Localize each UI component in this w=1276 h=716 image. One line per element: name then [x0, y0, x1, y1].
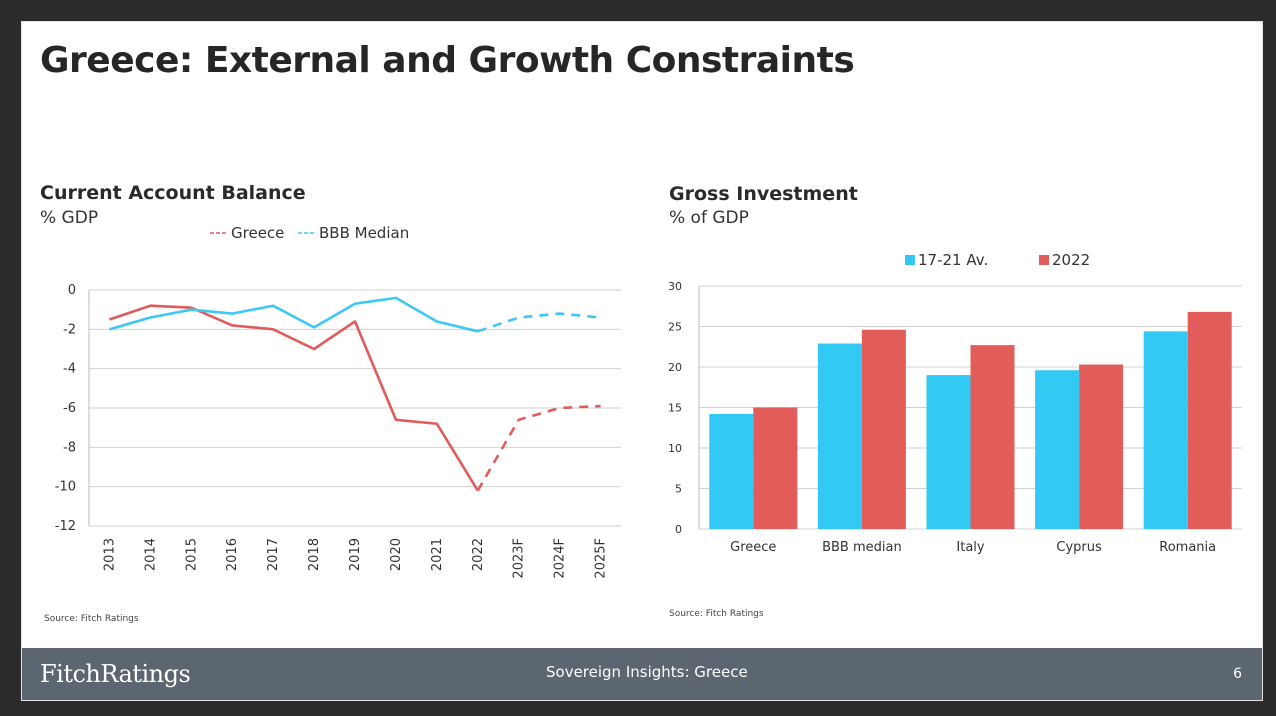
gi-ytick-label: 20 — [668, 361, 682, 374]
gi-bar — [1035, 370, 1080, 529]
fitch-ratings-logo: FitchRatings — [40, 660, 191, 688]
ca-chart-title: Current Account Balance — [40, 182, 306, 204]
ca-legend-label: BBB Median — [319, 224, 409, 242]
gi-legend-swatch — [905, 255, 915, 265]
gi-bar — [926, 375, 971, 529]
gi-bar — [1187, 311, 1232, 529]
ca-ytick-label: -4 — [63, 362, 76, 377]
gi-chart-subtitle: % of GDP — [669, 208, 749, 228]
gi-bar — [970, 345, 1015, 529]
ca-ytick-label: -10 — [55, 480, 76, 495]
ca-legend-label: Greece — [231, 224, 284, 242]
ca-chart-subtitle: % GDP — [40, 208, 99, 228]
ca-xtick-label: 2015 — [184, 538, 199, 571]
ca-xtick-label: 2018 — [307, 538, 322, 571]
gi-ytick-label: 0 — [675, 523, 682, 536]
ca-series-forecast-line — [477, 312, 601, 333]
ca-series-forecast-line — [476, 404, 601, 492]
ca-ytick-label: -2 — [63, 322, 76, 337]
ca-xtick-label: 2017 — [266, 538, 281, 571]
ca-source: Source: Fitch Ratings — [44, 614, 139, 624]
ca-xtick-label: 2019 — [348, 538, 363, 571]
slide-title: Greece: External and Growth Constraints — [40, 40, 855, 81]
ca-xtick-label: 2022 — [471, 538, 486, 571]
gross-investment-bar-chart: 0 5 10 15 20 25 30 Greece BBB median Italy Cyprus R… — [668, 251, 1242, 555]
ca-series-line — [109, 296, 479, 333]
ca-xtick-label: 2016 — [225, 538, 240, 571]
gi-category-label: Italy — [956, 540, 985, 555]
ca-ytick-label: -6 — [63, 401, 76, 416]
gi-ytick-label: 5 — [675, 483, 682, 496]
gi-bar — [817, 343, 862, 529]
gi-chart-title: Gross Investment — [669, 183, 858, 205]
gi-bar — [709, 413, 754, 529]
ca-xtick-label: 2024F — [553, 538, 568, 579]
gi-category-label: Cyprus — [1056, 540, 1102, 555]
ca-xtick-label: 2025F — [594, 538, 609, 579]
slide: Greece: External and Growth Constraints … — [21, 21, 1263, 701]
gi-source: Source: Fitch Ratings — [669, 609, 764, 619]
gi-bar — [1143, 331, 1188, 529]
ca-xtick-label: 2021 — [430, 538, 445, 571]
ca-xtick-label: 2023F — [512, 538, 527, 579]
ca-xtick-label: 2020 — [389, 538, 404, 571]
ca-ytick-label: -12 — [55, 519, 76, 534]
footer-title: Sovereign Insights: Greece — [546, 663, 748, 681]
gi-legend-label: 17-21 Av. — [918, 251, 988, 269]
gi-ytick-label: 25 — [668, 321, 682, 334]
gi-legend-swatch — [1039, 255, 1049, 265]
ca-ytick-label: -8 — [63, 440, 76, 455]
gi-ytick-label: 15 — [668, 402, 682, 415]
gi-category-label: Romania — [1159, 540, 1216, 555]
gi-bar — [1079, 364, 1124, 529]
gi-ytick-label: 10 — [668, 442, 682, 455]
gi-bar — [861, 329, 906, 529]
page-number: 6 — [1233, 666, 1242, 682]
ca-ytick-label: 0 — [68, 283, 76, 298]
gi-bar — [753, 407, 798, 529]
gi-ytick-label: 30 — [668, 280, 682, 293]
gi-category-label: BBB median — [822, 540, 902, 555]
ca-series-line — [109, 304, 479, 492]
footer-bar: FitchRatings Sovereign Insights: Greece … — [22, 648, 1262, 700]
current-account-line-chart: 0 -2 -4 -6 -8 -10 -12 2013 2014 2015 2016 2017 2018 2… — [55, 224, 621, 579]
gi-legend-label: 2022 — [1052, 251, 1090, 269]
ca-xtick-label: 2013 — [102, 538, 117, 571]
ca-xtick-label: 2014 — [143, 538, 158, 571]
gi-category-label: Greece — [730, 540, 776, 555]
